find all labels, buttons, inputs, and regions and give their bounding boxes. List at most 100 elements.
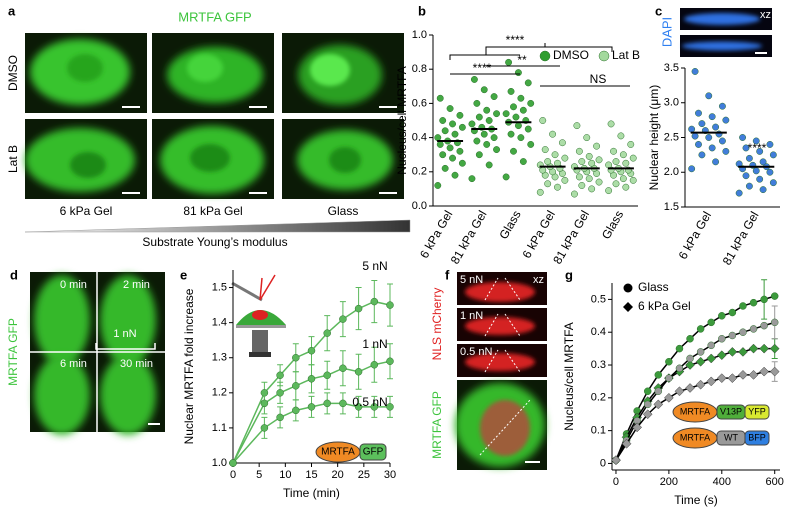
legend-label: Glass — [638, 280, 669, 294]
legend-marker — [539, 50, 551, 62]
legend-label: DMSO — [553, 48, 589, 62]
row-label: DMSO — [6, 55, 20, 91]
data-point — [605, 187, 613, 195]
annotation: NS — [590, 72, 607, 86]
x-tick-label: Glass — [496, 208, 523, 242]
y-tick-label: 1.0 — [212, 457, 227, 469]
data-point — [749, 325, 758, 333]
y-axis-label: Nuclear MRTFA fold increase — [182, 288, 196, 444]
data-point — [575, 173, 583, 181]
data-point — [544, 158, 552, 165]
data-point — [760, 295, 768, 304]
data-point — [292, 353, 300, 362]
data-point — [622, 159, 630, 167]
y-tick-label: 1.3 — [212, 352, 227, 364]
data-point — [707, 318, 715, 327]
y-tick-label: 3.5 — [664, 62, 679, 74]
data-point — [675, 344, 684, 353]
data-point — [519, 106, 527, 114]
data-point — [323, 399, 331, 408]
annotation: **** — [473, 61, 492, 75]
data-point — [610, 147, 617, 155]
data-point — [551, 151, 559, 159]
panel-d-images — [30, 272, 165, 435]
data-point — [514, 122, 522, 130]
data-point — [558, 139, 566, 147]
data-point — [759, 186, 767, 194]
data-point — [307, 403, 316, 411]
significance-bracket — [449, 43, 613, 60]
y-tick-label: 0.3 — [591, 359, 606, 371]
data-point — [686, 354, 694, 363]
series-line — [615, 370, 775, 461]
data-point — [593, 142, 601, 150]
time-label: 30 min — [120, 358, 153, 370]
legend-marker — [598, 50, 610, 62]
data-point — [653, 399, 664, 410]
data-point — [685, 360, 695, 370]
data-point — [541, 146, 549, 154]
data-point — [770, 318, 779, 327]
series-line — [232, 360, 391, 464]
data-point — [664, 392, 674, 403]
data-point — [716, 373, 727, 383]
panel-letter: d — [10, 267, 18, 282]
legend-marker — [623, 283, 633, 293]
data-point — [748, 343, 759, 354]
x-tick-label: 81 kPa Gel — [720, 209, 762, 267]
data-point — [627, 140, 635, 148]
x-tick-label: 5 — [256, 469, 262, 481]
data-point — [451, 130, 459, 138]
data-point — [585, 175, 593, 183]
data-point — [705, 134, 713, 141]
x-tick-label: Glass — [599, 208, 626, 242]
data-point — [695, 356, 706, 367]
data-point — [629, 154, 637, 162]
data-point — [712, 158, 720, 166]
data-point — [706, 353, 717, 364]
x-tick-label: 6 kPa Gel — [676, 209, 714, 262]
data-point — [766, 141, 774, 148]
data-point — [769, 343, 780, 354]
x-tick-label: 600 — [766, 476, 784, 488]
x-tick-label: 6 kPa Gel — [417, 208, 455, 261]
data-point — [735, 189, 743, 197]
data-point — [441, 164, 449, 172]
x-tick-label: 400 — [713, 476, 731, 488]
data-point — [573, 122, 581, 130]
data-point — [436, 140, 444, 148]
data-point — [749, 298, 758, 307]
data-point — [292, 382, 300, 390]
force-label: 1 nN — [113, 328, 136, 340]
data-point — [276, 371, 284, 380]
data-point — [632, 422, 642, 433]
view-label: xz — [533, 274, 544, 286]
data-point — [718, 137, 726, 145]
data-point — [727, 373, 738, 383]
x-axis-label: Time (s) — [674, 493, 718, 507]
data-point — [622, 183, 630, 191]
data-point — [554, 183, 561, 191]
data-point — [619, 151, 627, 159]
series-label: 1 nN — [362, 337, 387, 351]
data-point — [696, 325, 705, 333]
data-point — [524, 125, 532, 133]
y-tick-label: 0.8 — [412, 63, 427, 75]
y-tick-label: 0.2 — [412, 166, 427, 178]
data-point — [502, 173, 510, 181]
column-label: Glass — [328, 204, 359, 218]
data-point — [480, 86, 488, 94]
y-tick-label: 1.2 — [212, 387, 227, 399]
y-tick-label: 0.4 — [591, 326, 606, 338]
data-point — [766, 168, 774, 176]
data-point — [595, 178, 603, 186]
stain-label: DAPI — [659, 17, 674, 47]
data-point — [307, 375, 316, 383]
series-line — [615, 321, 775, 461]
data-point — [354, 304, 363, 313]
data-point — [739, 328, 747, 336]
data-point — [473, 99, 481, 107]
data-point — [691, 132, 699, 140]
stain-label: MRTFA GFP — [430, 391, 444, 459]
data-point — [698, 151, 706, 159]
